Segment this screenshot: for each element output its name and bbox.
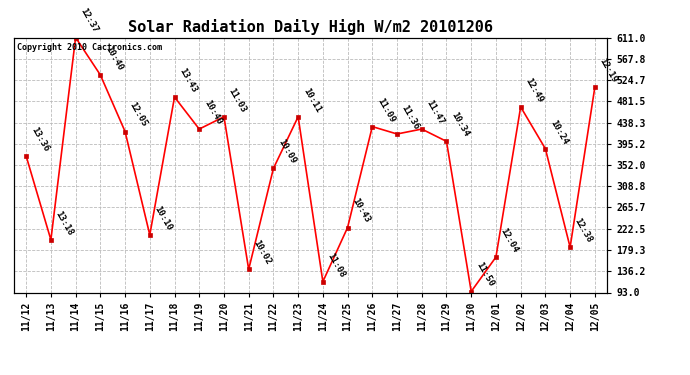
Text: 13:43: 13:43 (177, 66, 199, 94)
Text: 12:19: 12:19 (598, 57, 619, 84)
Text: 10:40: 10:40 (202, 99, 224, 126)
Text: 10:10: 10:10 (152, 204, 174, 232)
Text: 10:11: 10:11 (301, 86, 322, 114)
Text: 10:09: 10:09 (276, 138, 297, 166)
Text: 10:43: 10:43 (351, 197, 372, 225)
Text: 13:18: 13:18 (54, 209, 75, 237)
Text: 12:05: 12:05 (128, 101, 149, 129)
Text: 11:47: 11:47 (424, 99, 446, 126)
Text: Copyright 2010 Cactronics.com: Copyright 2010 Cactronics.com (17, 43, 161, 52)
Text: 11:03: 11:03 (227, 86, 248, 114)
Text: 12:38: 12:38 (573, 217, 594, 244)
Text: 11:09: 11:09 (375, 96, 396, 124)
Title: Solar Radiation Daily High W/m2 20101206: Solar Radiation Daily High W/m2 20101206 (128, 19, 493, 35)
Text: 11:36: 11:36 (400, 104, 421, 131)
Text: 12:37: 12:37 (79, 7, 99, 35)
Text: 11:08: 11:08 (326, 251, 347, 279)
Text: 10:40: 10:40 (103, 44, 124, 72)
Text: 10:24: 10:24 (548, 118, 569, 146)
Text: 10:02: 10:02 (251, 239, 273, 267)
Text: 13:36: 13:36 (29, 126, 50, 153)
Text: 11:50: 11:50 (474, 261, 495, 289)
Text: 12:49: 12:49 (524, 76, 544, 104)
Text: 12:04: 12:04 (499, 226, 520, 254)
Text: 10:34: 10:34 (449, 111, 471, 139)
